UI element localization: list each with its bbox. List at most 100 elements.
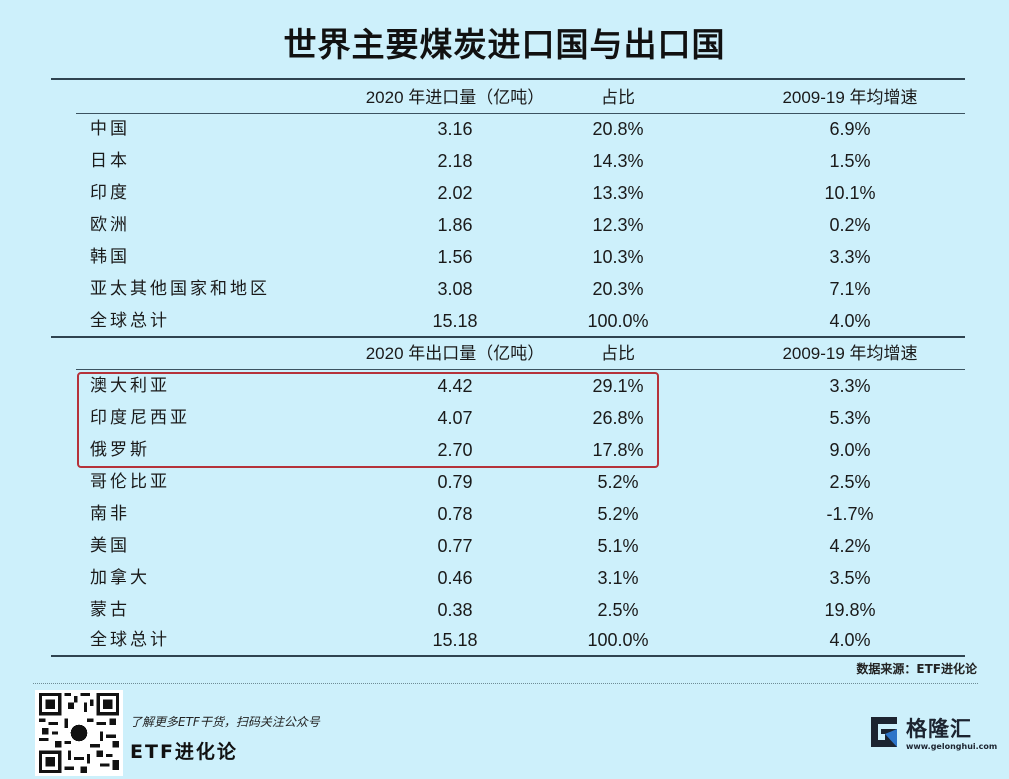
share-value: 26.8%: [592, 408, 644, 428]
import-header-row: 2020 年进口量（亿吨） 占比 2009-19 年均增速: [0, 82, 1009, 114]
page-title: 世界主要煤炭进口国与出口国: [283, 25, 726, 64]
country-name: 加拿大: [90, 568, 150, 588]
table-row: 哥伦比亚 0.79 5.2% 2.5%: [0, 466, 1009, 498]
country-name: 日本: [90, 151, 130, 171]
share-value: 20.3%: [592, 279, 644, 299]
table-bottom-rule: [51, 655, 965, 657]
growth-value: 4.0%: [829, 630, 871, 650]
growth-value: 3.3%: [829, 376, 871, 396]
qr-code-icon: [39, 693, 119, 773]
qr-code: [35, 690, 123, 776]
volume-value: 2.70: [437, 440, 473, 460]
data-source-note: 数据来源：ETF进化论: [856, 662, 977, 676]
growth-value: 9.0%: [829, 440, 871, 460]
share-value: 20.8%: [592, 119, 644, 139]
section-divider-rule: [51, 336, 965, 338]
share-value: 5.1%: [597, 536, 639, 556]
table-row: 澳大利亚 4.42 29.1% 3.3%: [0, 370, 1009, 402]
table-row: 南非 0.78 5.2% -1.7%: [0, 498, 1009, 530]
country-name: 全球总计: [90, 311, 170, 331]
table-row: 俄罗斯 2.70 17.8% 9.0%: [0, 434, 1009, 466]
country-name: 欧洲: [90, 215, 130, 235]
growth-value: 7.1%: [829, 279, 871, 299]
table-row: 中国 3.16 20.8% 6.9%: [0, 113, 1009, 145]
growth-value: 19.8%: [824, 600, 876, 620]
share-value: 2.5%: [597, 600, 639, 620]
table-row: 欧洲 1.86 12.3% 0.2%: [0, 209, 1009, 241]
growth-value: 0.2%: [829, 215, 871, 235]
growth-value: 1.5%: [829, 151, 871, 171]
share-value: 29.1%: [592, 376, 644, 396]
country-name: 美国: [90, 536, 130, 556]
export-share-header: 占比: [601, 344, 635, 364]
share-value: 13.3%: [592, 183, 644, 203]
volume-value: 15.18: [432, 630, 478, 650]
country-name: 印度: [90, 183, 130, 203]
share-value: 5.2%: [597, 472, 639, 492]
import-volume-header: 2020 年进口量（亿吨）: [365, 88, 545, 107]
volume-value: 15.18: [432, 311, 478, 331]
country-name: 中国: [90, 119, 130, 139]
share-value: 5.2%: [597, 504, 639, 524]
account-name: ETF进化论: [130, 741, 238, 763]
share-value: 100.0%: [587, 311, 649, 331]
table-row: 日本 2.18 14.3% 1.5%: [0, 145, 1009, 177]
table-row: 韩国 1.56 10.3% 3.3%: [0, 241, 1009, 273]
table-row: 蒙古 0.38 2.5% 19.8%: [0, 594, 1009, 626]
share-value: 14.3%: [592, 151, 644, 171]
growth-value: 10.1%: [824, 183, 876, 203]
country-name: 俄罗斯: [90, 440, 150, 460]
volume-value: 0.78: [437, 504, 473, 524]
export-header-rule: [76, 369, 965, 370]
table-row: 美国 0.77 5.1% 4.2%: [0, 530, 1009, 562]
country-name: 南非: [90, 504, 130, 524]
export-volume-header: 2020 年出口量（亿吨）: [365, 344, 545, 363]
table-row-total: 全球总计 15.18 100.0% 4.0%: [0, 624, 1009, 656]
table-row: 印度 2.02 13.3% 10.1%: [0, 177, 1009, 209]
growth-value: 6.9%: [829, 119, 871, 139]
share-value: 12.3%: [592, 215, 644, 235]
volume-value: 3.16: [437, 119, 473, 139]
country-name: 澳大利亚: [90, 376, 170, 396]
growth-value: 2.5%: [829, 472, 871, 492]
volume-value: 3.08: [437, 279, 473, 299]
share-value: 10.3%: [592, 247, 644, 267]
volume-value: 1.86: [437, 215, 473, 235]
country-name: 全球总计: [90, 630, 170, 650]
volume-value: 4.42: [437, 376, 473, 396]
gelonghui-logo-icon: [871, 717, 897, 747]
share-value: 100.0%: [587, 630, 649, 650]
growth-value: 3.3%: [829, 247, 871, 267]
country-name: 蒙古: [90, 600, 130, 620]
export-growth-header: 2009-19 年均增速: [782, 344, 918, 363]
growth-value: 5.3%: [829, 408, 871, 428]
promo-text: 了解更多ETF干货，扫码关注公众号: [130, 715, 320, 729]
import-share-header: 占比: [601, 88, 635, 108]
brand-url: www.gelonghui.com: [906, 742, 998, 751]
growth-value: 3.5%: [829, 568, 871, 588]
highlight-box: [77, 372, 659, 468]
volume-value: 2.18: [437, 151, 473, 171]
country-name: 亚太其他国家和地区: [90, 279, 270, 299]
country-name: 印度尼西亚: [90, 408, 190, 428]
growth-value: 4.0%: [829, 311, 871, 331]
country-name: 哥伦比亚: [90, 472, 170, 492]
table-top-rule: [51, 78, 965, 80]
table-row: 印度尼西亚 4.07 26.8% 5.3%: [0, 402, 1009, 434]
import-header-rule: [76, 113, 965, 114]
volume-value: 0.79: [437, 472, 473, 492]
table-row: 加拿大 0.46 3.1% 3.5%: [0, 562, 1009, 594]
growth-value: -1.7%: [826, 504, 874, 524]
growth-value: 4.2%: [829, 536, 871, 556]
share-value: 3.1%: [597, 568, 639, 588]
country-name: 韩国: [90, 247, 130, 267]
volume-value: 0.77: [437, 536, 473, 556]
volume-value: 1.56: [437, 247, 473, 267]
volume-value: 0.46: [437, 568, 473, 588]
brand-logo: 格隆汇 www.gelonghui.com: [868, 713, 997, 753]
volume-value: 4.07: [437, 408, 473, 428]
volume-value: 2.02: [437, 183, 473, 203]
footer-divider: [33, 683, 978, 684]
brand-name: 格隆汇: [906, 717, 972, 741]
table-row: 亚太其他国家和地区 3.08 20.3% 7.1%: [0, 273, 1009, 305]
